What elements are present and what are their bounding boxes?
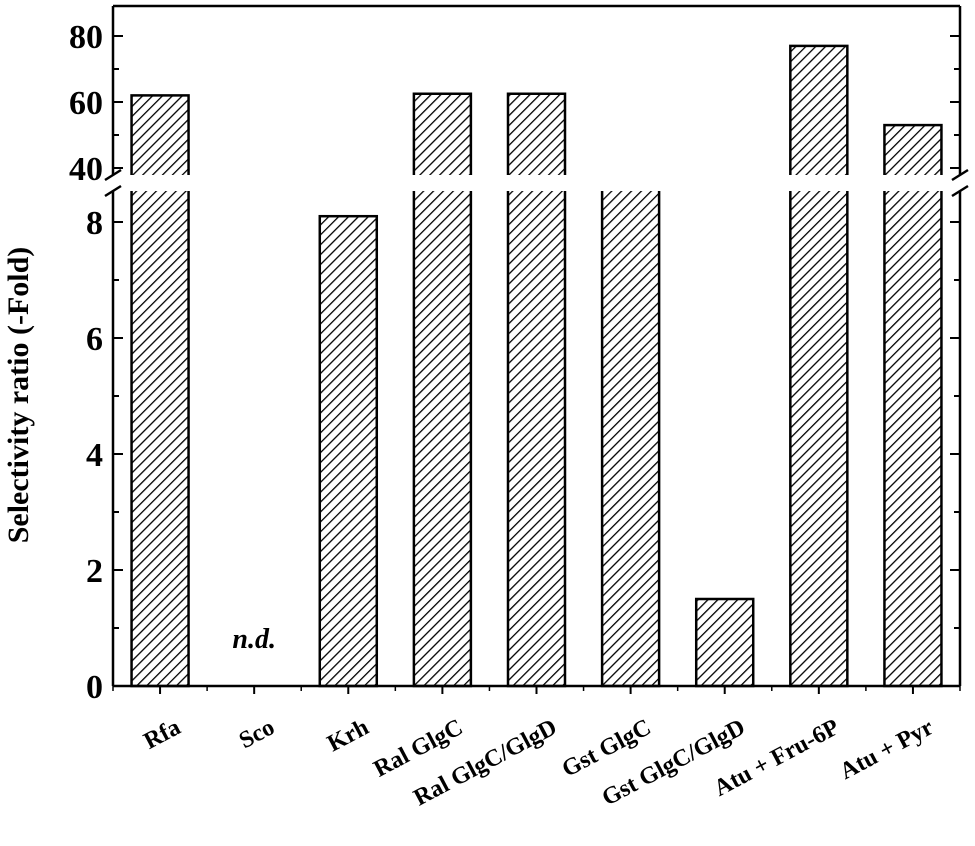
y-tick-label: 6 xyxy=(86,321,103,358)
y-tick-label: 80 xyxy=(69,19,103,56)
bar-atu-pyr xyxy=(883,123,943,688)
break-mark-right xyxy=(951,184,969,198)
axis-break-gap xyxy=(111,175,962,191)
bar-gst-glgc xyxy=(600,178,661,688)
break-mark-left xyxy=(104,168,122,182)
x-tick-label: Krh xyxy=(323,714,373,757)
bar-gst-glgc-glgd xyxy=(694,597,755,688)
y-tick-label: 2 xyxy=(86,553,103,590)
break-mark-right xyxy=(951,168,969,182)
x-tick-label: Atu + Pyr xyxy=(836,714,938,785)
y-tick-label: 8 xyxy=(86,205,103,242)
bar-atu-fru-6p xyxy=(789,44,849,688)
bar-ral-glgc xyxy=(412,92,473,688)
x-tick-label: Rfa xyxy=(140,714,185,754)
y-axis-title: Selectivity ratio (-Fold) xyxy=(2,247,35,544)
y-tick-label: 40 xyxy=(69,151,103,188)
bar-rfa xyxy=(130,94,190,688)
x-tick-label: Sco xyxy=(235,714,279,754)
y-tick-label: 60 xyxy=(69,85,103,122)
bar-krh xyxy=(318,214,379,688)
y-tick-label: 4 xyxy=(86,437,103,474)
y-tick-label: 0 xyxy=(86,669,103,706)
annotation-nd: n.d. xyxy=(232,624,276,655)
break-mark-left xyxy=(104,184,122,198)
